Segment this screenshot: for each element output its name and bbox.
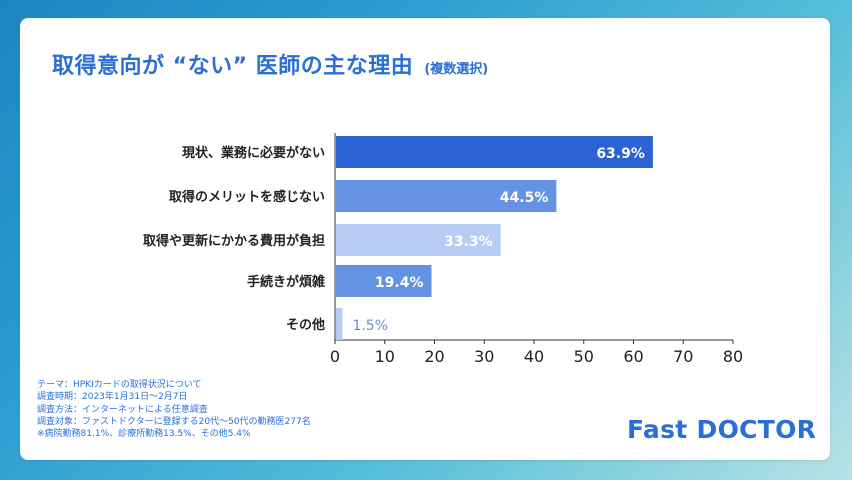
note-line: ※病院勤務81.1%、診療所勤務13.5%、その他5.4%: [37, 429, 251, 440]
value-label: 33.3%: [444, 234, 493, 250]
value-label: 63.9%: [596, 146, 645, 162]
x-tick-label: 40: [524, 347, 544, 366]
x-tick-label: 70: [673, 347, 693, 366]
title-subtitle: (複数選択): [424, 62, 489, 77]
category-label: 手続きが煩雑: [247, 274, 325, 290]
note-line: テーマ：HPKIカードの取得状況について: [37, 380, 202, 390]
bar-2: [336, 224, 501, 256]
survey-notes: テーマ：HPKIカードの取得状況について 調査時期：2023年1月31日〜2月7…: [37, 379, 311, 440]
chart-title: 取得意向が “ない” 医師の主な理由 (複数選択): [52, 48, 488, 80]
bar-0: [336, 136, 653, 168]
bar-4: [336, 308, 343, 340]
category-label: その他: [286, 317, 325, 333]
x-tick-label: 80: [723, 347, 743, 366]
value-label: 19.4%: [375, 275, 424, 291]
x-tick-label: 20: [424, 347, 444, 366]
category-label: 取得のメリットを感じない: [169, 189, 325, 205]
bar-chart: 0 10 20 30 40 50 60 70 80 現状、業務に必要がない 63.9% 取得のメリット…: [143, 133, 743, 366]
bar-3: [336, 265, 432, 297]
value-label: 44.5%: [500, 190, 549, 206]
value-label: 1.5%: [352, 318, 388, 334]
category-label: 現状、業務に必要がない: [182, 145, 325, 161]
x-tick-label: 10: [375, 347, 395, 366]
category-label: 取得や更新にかかる費用が負担: [143, 233, 325, 249]
fast-doctor-logo: Fast DOCTOR: [627, 415, 817, 444]
x-tick-label: 50: [574, 347, 594, 366]
x-tick-label: 0: [330, 347, 340, 366]
note-line: 調査時期：2023年1月31日〜2月7日: [37, 392, 188, 403]
x-tick-label: 60: [623, 347, 643, 366]
note-line: 調査対象：ファストドクターに登録する20代〜50代の勤務医277名: [37, 416, 311, 427]
chart-card: 取得意向が “ない” 医師の主な理由 (複数選択) 0 10 20 30 40 50 60 7…: [20, 18, 830, 460]
x-tick-label: 30: [474, 347, 494, 366]
title-main: 取得意向が “ない” 医師の主な理由: [52, 54, 414, 79]
bar-1: [336, 180, 557, 212]
note-line: 調査方法：インターネットによる任意調査: [37, 404, 208, 415]
